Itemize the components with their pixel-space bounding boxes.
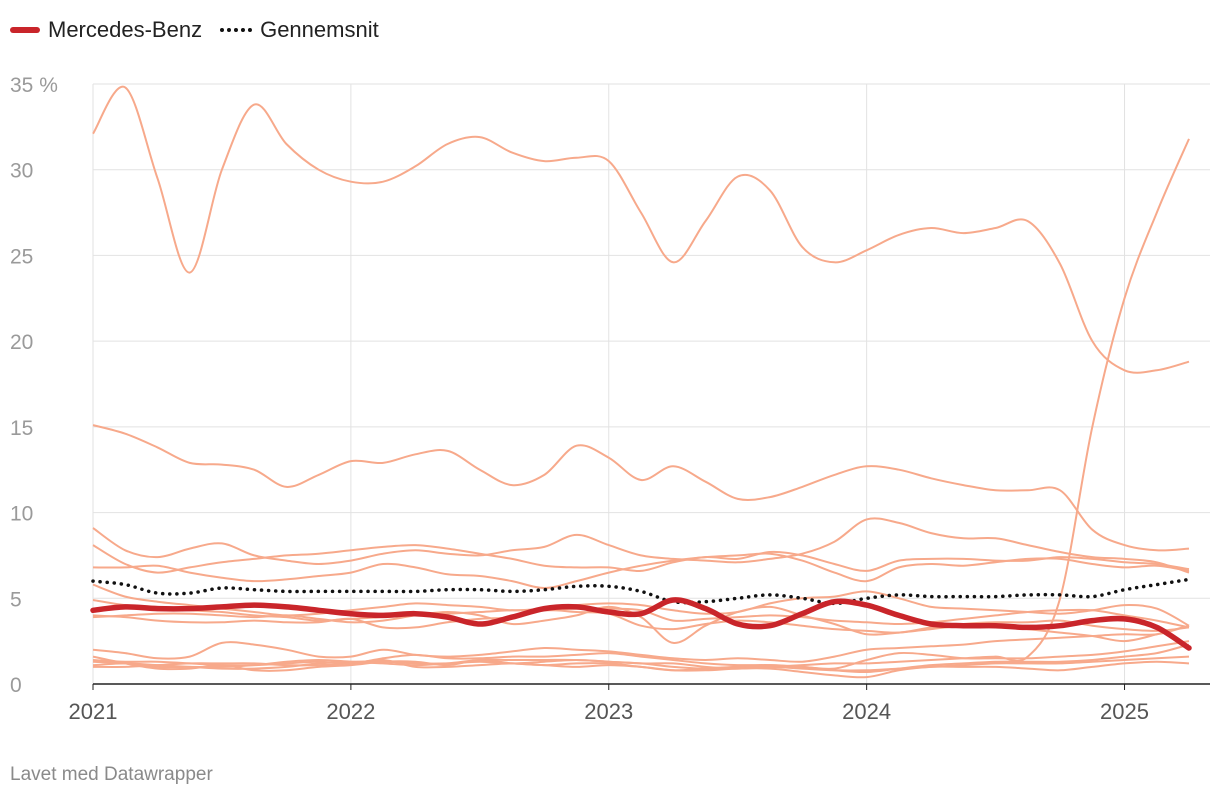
legend-swatch-mercedes-benz [10, 27, 40, 33]
series-line-mercedes-benz [90, 597, 1192, 651]
y-tick-label-10: 10 [10, 503, 33, 526]
other-series-lines [92, 85, 1190, 679]
y-tick-label-5: 5 [10, 588, 22, 611]
legend: Mercedes-Benz Gennemsnit [10, 16, 397, 44]
x-tick-label-2024: 2024 [842, 699, 891, 724]
y-tick-label-30: 30 [10, 160, 33, 183]
legend-label-gennemsnit: Gennemsnit [260, 17, 379, 42]
series-line-gennemsnit [91, 577, 1191, 606]
highlight-series-lines [90, 577, 1192, 651]
series-line-other-3 [92, 138, 1190, 670]
x-tick-label-2023: 2023 [584, 699, 633, 724]
series-line-other-15 [92, 655, 1190, 679]
legend-item-gennemsnit: Gennemsnit [220, 17, 379, 43]
y-tick-label-35: 35 % [10, 74, 58, 97]
y-tick-label-20: 20 [10, 331, 33, 354]
series-line-other-6 [92, 552, 1190, 589]
footer-credit: Lavet med Datawrapper [10, 764, 213, 785]
y-tick-label-0: 0 [10, 674, 22, 697]
y-tick-label-15: 15 [10, 417, 33, 440]
x-tick-label-2025: 2025 [1100, 699, 1149, 724]
gridlines [92, 83, 1210, 684]
series-line-other-1 [92, 85, 1190, 374]
series-line-other-2 [92, 424, 1190, 552]
legend-label-mercedes-benz: Mercedes-Benz [48, 17, 203, 42]
y-tick-label-25: 25 [10, 245, 33, 268]
series-line-other-4 [92, 517, 1190, 574]
x-tick-label-2022: 2022 [326, 699, 375, 724]
series-line-other-11 [92, 624, 1190, 663]
legend-swatch-gennemsnit [220, 28, 253, 32]
legend-item-mercedes-benz: Mercedes-Benz [10, 17, 202, 43]
series-line-other-9 [92, 609, 1190, 634]
series-line-other-13 [92, 643, 1190, 674]
x-tick-label-2021: 2021 [69, 699, 118, 724]
